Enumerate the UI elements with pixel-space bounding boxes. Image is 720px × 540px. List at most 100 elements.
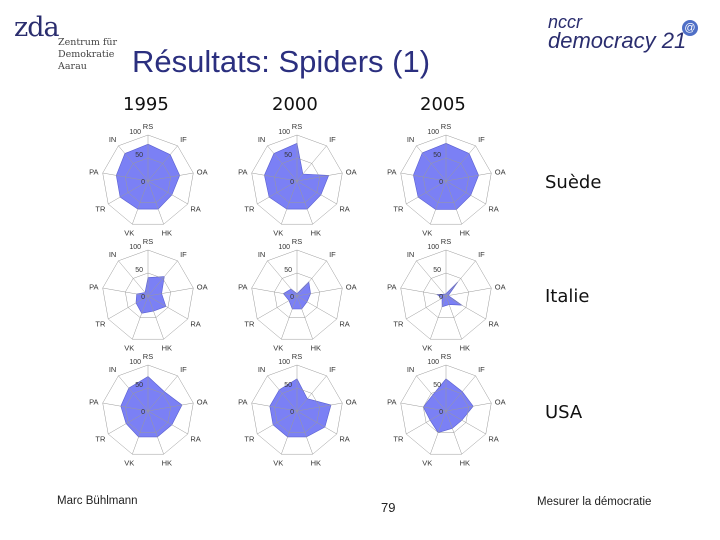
spider-spoke: [132, 295, 149, 340]
spider-spoke: [147, 180, 164, 225]
spider-ring: [400, 364, 492, 455]
scale-label: 0: [290, 409, 294, 416]
spider-panel-italie-2000: RS IF OA RA HK VK TR PA IN 0 50 100: [238, 237, 357, 353]
zda-logo: zda Zentrum für Demokratie Aarau: [14, 12, 134, 80]
axis-label: HK: [162, 344, 172, 353]
axis-label: OA: [495, 397, 506, 406]
spider-spoke: [296, 180, 337, 205]
spider-spoke: [445, 287, 492, 297]
page-number: 79: [381, 500, 396, 515]
spider-spoke: [445, 145, 476, 182]
axis-label: VK: [124, 344, 134, 353]
scale-label: 0: [290, 179, 294, 186]
spider-panel-usa-2005: RS IF OA RA HK VK TR PA IN 0 50 100: [387, 352, 506, 468]
spider-spoke: [108, 410, 149, 435]
axis-label: RS: [143, 352, 153, 361]
scale-label: 50: [284, 152, 292, 159]
axis-label: OA: [197, 167, 208, 176]
axis-label: RS: [292, 352, 302, 361]
spider-area: [436, 281, 463, 308]
footer-author: Marc Bühlmann: [57, 495, 138, 507]
axis-label: IF: [329, 250, 336, 259]
column-label-2005: 2005: [420, 94, 466, 115]
axis-label: IF: [180, 135, 187, 144]
spider-ring: [274, 387, 320, 433]
spider-spoke: [118, 260, 149, 297]
axis-label: IN: [109, 135, 117, 144]
spider-spoke: [445, 172, 492, 182]
spider-ring: [125, 387, 171, 433]
spider-area: [264, 142, 330, 210]
spider-spoke: [102, 172, 149, 182]
zda-line: Aarau: [58, 61, 87, 72]
spider-spoke: [430, 295, 447, 340]
spider-spoke: [445, 180, 486, 205]
axis-label: RA: [488, 320, 498, 329]
scale-label: 0: [439, 179, 443, 186]
spider-ring: [423, 387, 469, 433]
axis-label: IF: [180, 250, 187, 259]
spider-spoke: [400, 402, 447, 412]
axis-label: RS: [441, 352, 451, 361]
axis-label: PA: [89, 167, 98, 176]
spider-spoke: [445, 295, 486, 320]
scale-label: 0: [141, 294, 145, 301]
axis-label: VK: [273, 344, 283, 353]
spider-spoke: [267, 145, 298, 182]
spider-spoke: [296, 375, 327, 412]
axis-label: OA: [495, 282, 506, 291]
scale-label: 0: [290, 294, 294, 301]
spider-spoke: [147, 295, 164, 340]
spider-spoke: [296, 172, 343, 182]
axis-label: RS: [143, 237, 153, 246]
scale-label: 100: [427, 244, 439, 251]
scale-label: 100: [427, 129, 439, 136]
axis-label: OA: [197, 282, 208, 291]
spider-spoke: [296, 295, 337, 320]
axis-label: IN: [109, 250, 117, 259]
axis-label: IN: [109, 365, 117, 374]
spider-spoke: [445, 402, 492, 412]
axis-label: HK: [460, 459, 470, 468]
spider-spoke: [281, 295, 298, 340]
axis-label: VK: [422, 344, 432, 353]
axis-label: TR: [393, 435, 404, 444]
spider-spoke: [147, 287, 194, 297]
scale-label: 50: [135, 382, 143, 389]
scale-label: 100: [278, 359, 290, 366]
zda-line: Demokratie: [58, 49, 115, 60]
axis-label: PA: [89, 397, 98, 406]
spider-spoke: [445, 410, 462, 455]
zda-text: Zentrum für Demokratie Aarau: [58, 37, 117, 73]
axis-label: IN: [258, 365, 266, 374]
axis-label: IN: [407, 365, 415, 374]
spider-spoke: [147, 172, 194, 182]
scale-label: 50: [433, 267, 441, 274]
zda-mark: zda: [14, 12, 60, 43]
spider-spoke: [400, 287, 447, 297]
spider-area: [135, 276, 167, 314]
spider-spoke: [147, 295, 188, 320]
axis-label: PA: [387, 167, 396, 176]
spider-spoke: [147, 410, 188, 435]
spider-spoke: [132, 180, 149, 225]
spider-spoke: [108, 180, 149, 205]
axis-label: VK: [273, 229, 283, 238]
spider-spoke: [296, 180, 313, 225]
axis-label: RA: [339, 320, 349, 329]
axis-label: HK: [311, 459, 321, 468]
scale-label: 50: [284, 267, 292, 274]
axis-label: RA: [190, 320, 200, 329]
axis-label: RS: [292, 122, 302, 131]
spider-spoke: [257, 180, 298, 205]
scale-label: 100: [427, 359, 439, 366]
spider-spoke: [445, 375, 476, 412]
spider-ring: [102, 364, 194, 455]
axis-label: RA: [339, 435, 349, 444]
axis-label: PA: [89, 282, 98, 291]
axis-label: IF: [478, 365, 485, 374]
spider-spoke: [296, 402, 343, 412]
spider-spoke: [132, 410, 149, 455]
spider-area: [422, 378, 474, 433]
spider-spoke: [267, 260, 298, 297]
